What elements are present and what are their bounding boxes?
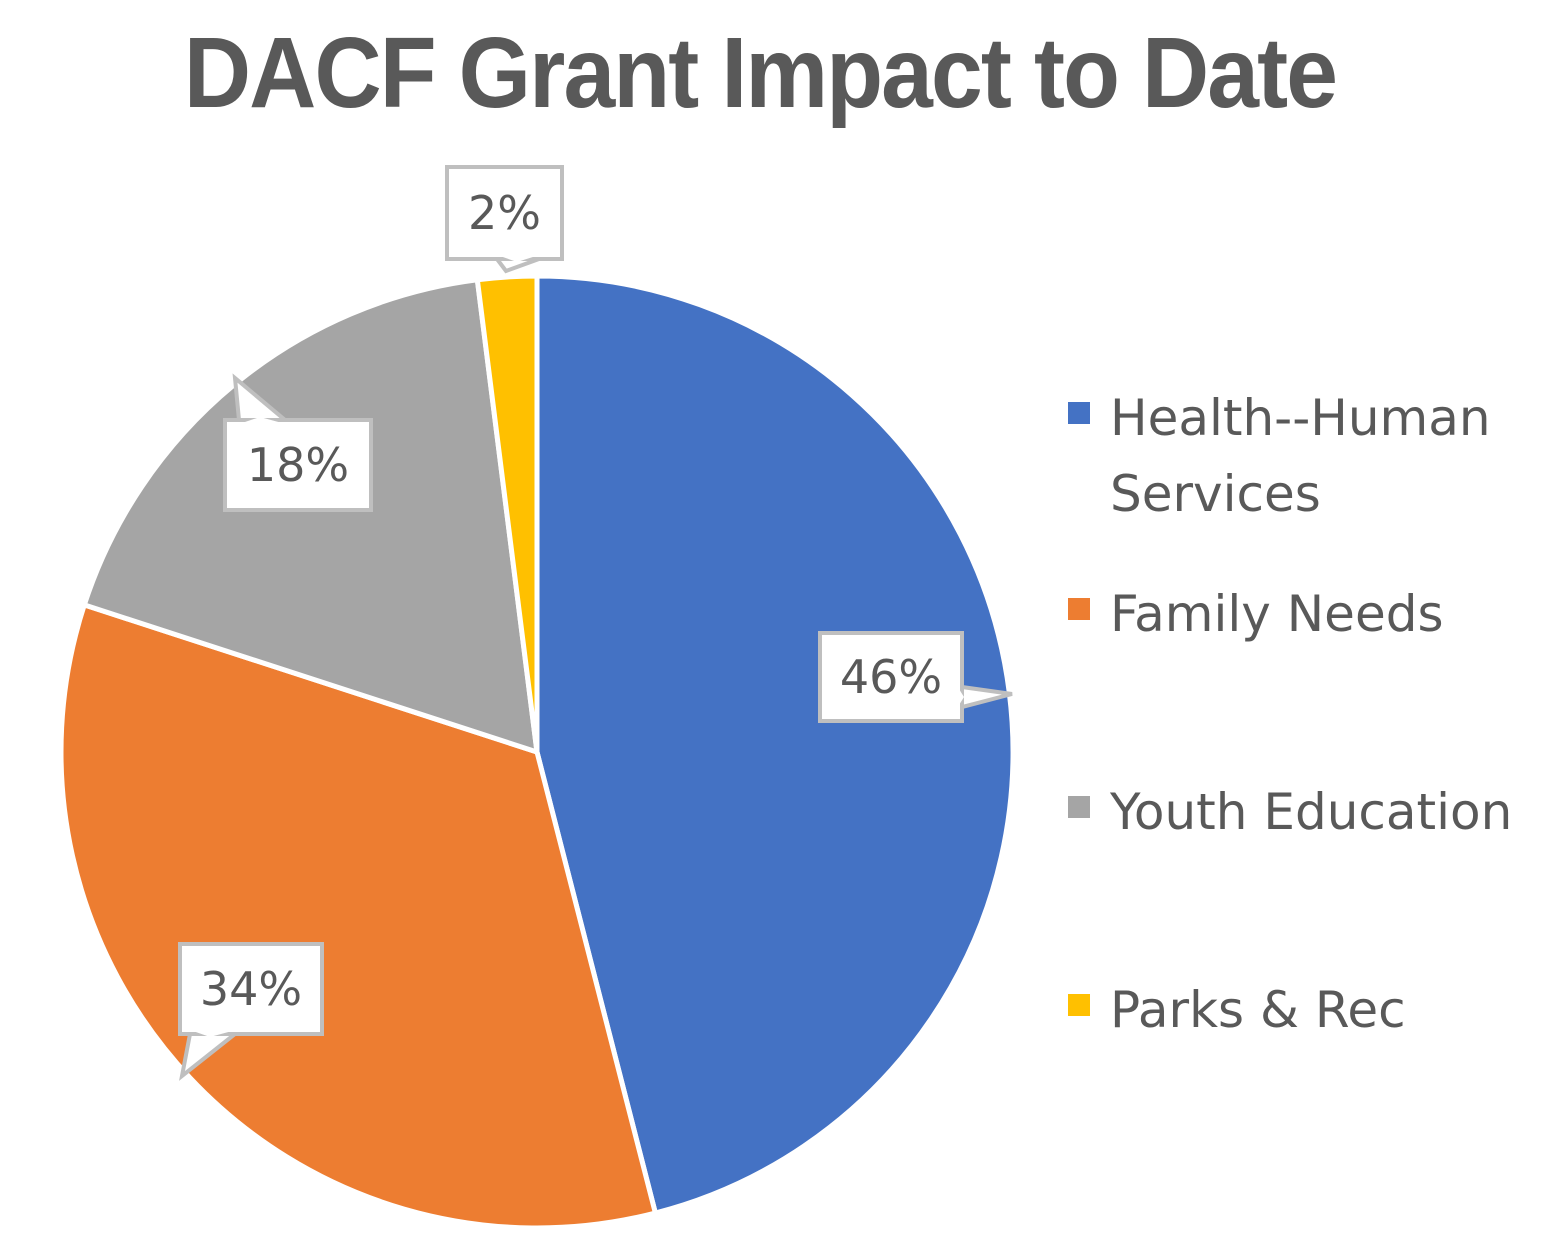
data-label-seam-family-needs (193, 1031, 232, 1037)
data-label-seam-parks-rec (500, 256, 536, 262)
legend-label-health-human-services-line-2: Services (1110, 465, 1321, 523)
chart-title: DACF Grant Impact to Date (183, 17, 1338, 129)
data-label-text-family-needs: 34% (200, 962, 302, 1016)
legend-item-family-needs: Family Needs (1068, 576, 1538, 774)
data-label-health-human-services: 46% (818, 631, 1013, 723)
legend-swatch-parks-rec (1068, 994, 1090, 1016)
legend-label-health-human-services-line-1: Health--Human (1110, 389, 1491, 447)
data-label-box-parks-rec (445, 165, 564, 261)
legend-item-youth-education: Youth Education (1068, 774, 1538, 972)
legend-label-parks-rec: Parks & Rec (1110, 981, 1406, 1039)
pie-slice-youth-education (81, 277, 540, 755)
legend-swatch-health-human-services (1068, 402, 1090, 424)
pie-slice-family-needs (58, 602, 658, 1231)
legend-label-family-needs: Family Needs (1110, 585, 1444, 643)
pie-slice-parks-rec (474, 273, 540, 755)
legend: Health--Human Services Family Needs Yout… (1068, 380, 1538, 1048)
data-label-text-youth-education: 18% (247, 438, 349, 492)
data-label-box-health-human-services (818, 631, 964, 723)
legend-item-parks-rec: Parks & Rec (1068, 972, 1538, 1048)
data-label-text-parks-rec: 2% (468, 186, 541, 240)
data-label-family-needs: 34% (178, 942, 324, 1081)
legend-swatch-family-needs (1068, 598, 1090, 620)
legend-swatch-youth-education (1068, 796, 1090, 818)
data-label-box-family-needs (178, 942, 324, 1036)
data-label-youth-education: 18% (223, 373, 373, 512)
legend-label-youth-education: Youth Education (1110, 783, 1513, 841)
data-label-parks-rec: 2% (445, 165, 564, 274)
data-label-text-health-human-services: 46% (840, 650, 942, 704)
data-label-seam-health-human-services (959, 689, 964, 705)
data-label-box-youth-education (223, 418, 373, 512)
legend-item-health-human-services: Health--Human Services (1068, 380, 1538, 576)
data-label-seam-youth-education (242, 417, 282, 423)
